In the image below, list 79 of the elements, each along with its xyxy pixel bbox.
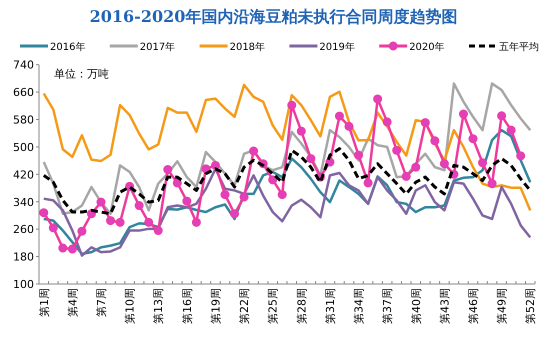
x-tick-label: 第25周 [266,288,280,324]
point [163,165,172,174]
point [306,154,316,164]
point [144,218,154,227]
point [296,126,306,136]
point [354,150,364,160]
point [58,244,68,253]
annotation: 单位：万吨 [54,68,109,81]
point [77,226,86,236]
point [287,100,296,110]
point [48,223,58,232]
point [364,178,373,188]
point [134,201,144,210]
legend-label: 2018年 [230,41,266,53]
point [497,111,506,120]
x-tick-label: 第22周 [238,288,252,324]
point [458,110,468,119]
point [240,192,249,202]
x-tick-label: 第43周 [438,288,452,324]
point [468,134,478,144]
point [344,122,354,131]
x-tick-label: 第31周 [324,288,337,324]
point [440,159,449,168]
point [278,190,287,200]
x-tick-label: 第46周 [467,288,480,324]
x-tick-label: 第4周 [66,288,80,317]
point [334,112,344,121]
point [430,136,440,146]
y-tick-label: 260 [13,223,34,236]
x-tick-label: 第7周 [95,288,108,317]
point [68,244,77,254]
point [230,209,240,218]
y-tick-label: 180 [13,250,34,264]
point [392,146,402,155]
x-tick-label: 第1周 [38,288,51,317]
x-tick-label: 第52周 [524,288,538,324]
y-tick-label: 580 [13,114,34,127]
point [478,158,488,168]
y-tick-label: 740 [13,58,34,72]
point [96,198,106,207]
point [220,190,230,200]
point [373,94,382,104]
x-tick-label: 第16周 [180,288,194,324]
point [411,162,420,172]
y-tick-label: 420 [13,168,34,182]
x-tick-label: 第40周 [410,288,423,324]
y-tick-label: 100 [13,278,34,291]
x-tick-label: 第28周 [295,288,308,324]
point [268,175,278,184]
x-tick-label: 第37周 [381,288,394,324]
y-tick-label: 660 [13,86,34,100]
point [172,178,182,188]
point [116,218,125,227]
x-tick-label: 第49周 [496,288,509,324]
point [192,218,201,227]
legend-label: 2019年 [319,41,355,53]
legend-label: 五年平均 [498,41,539,53]
point [154,226,163,236]
point [506,126,516,135]
y-tick-label: 340 [13,196,34,209]
point [420,118,430,128]
point [402,172,411,181]
x-tick-label: 第10周 [124,288,137,324]
y-tick-label: 500 [13,140,34,154]
point [382,117,392,126]
x-tick-label: 第19周 [209,288,222,324]
point [488,179,497,188]
point [106,216,116,226]
point [182,196,192,206]
point [39,208,48,218]
x-tick-label: 第13周 [152,288,166,324]
legend-label: 2017年 [140,41,176,53]
point [516,151,526,160]
legend-label: 2016年 [50,41,86,53]
x-tick-label: 第34周 [352,288,366,324]
legend-label: 2020年 [409,41,445,53]
point [249,146,258,156]
point [210,160,220,170]
chart-title: 2016-2020年国内沿海豆粕未执行合同周度趋势图 [90,7,458,26]
